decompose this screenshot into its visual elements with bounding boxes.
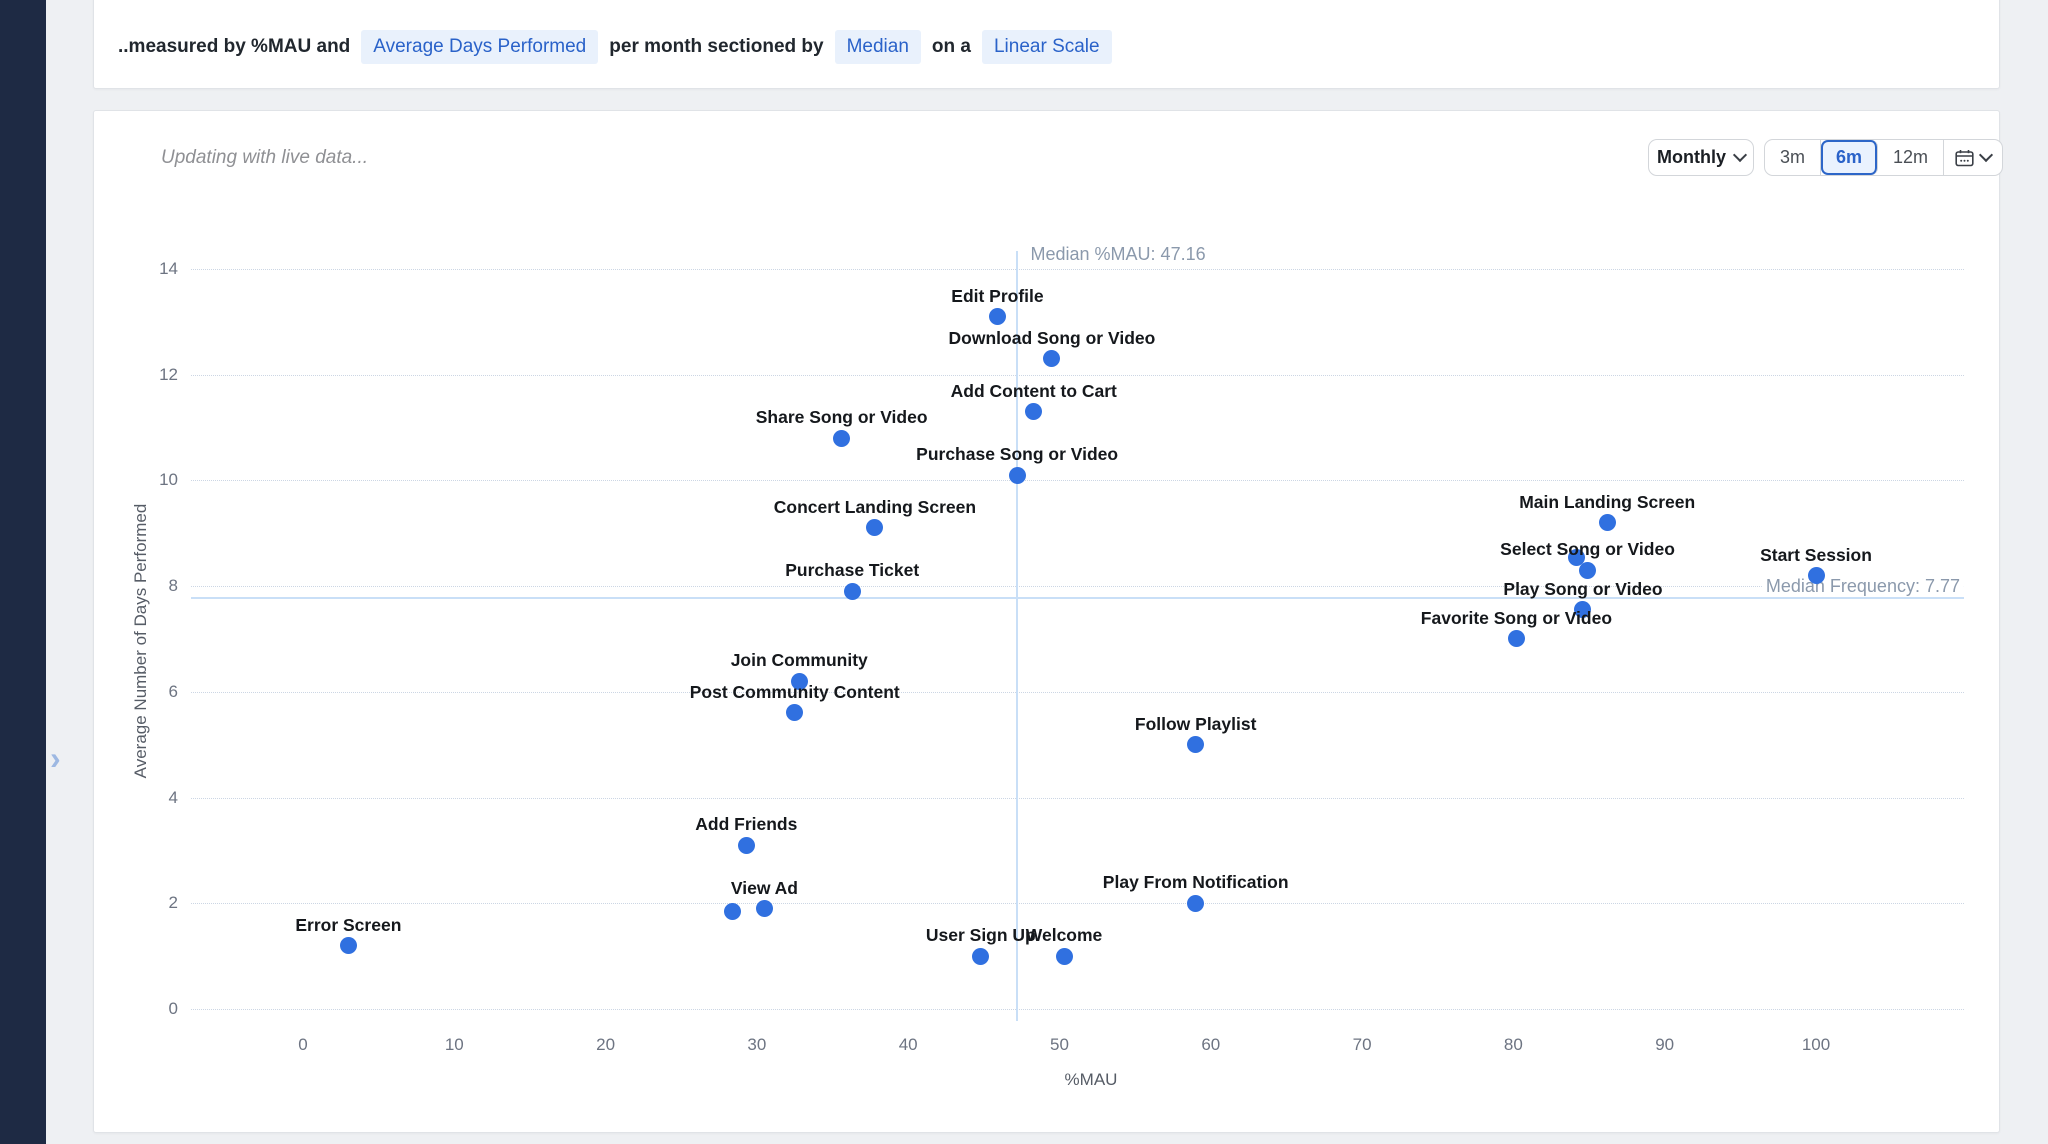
x-tick-label: 50 — [1050, 1035, 1069, 1054]
data-point-label: View Ad — [730, 877, 799, 898]
calendar-icon — [1955, 149, 1974, 166]
x-tick-label: 20 — [596, 1035, 616, 1054]
median-mau-label: Median %MAU: 47.16 — [1030, 244, 1206, 264]
data-point-label: Add Friends — [695, 814, 798, 835]
data-point-label: Share Song or Video — [755, 407, 928, 428]
data-point[interactable] — [1025, 403, 1043, 421]
scatter-plot: Average Number of Days Performed %MAU 0 2… — [94, 111, 2001, 1134]
y-tick-label: 12 — [159, 364, 178, 384]
data-point-label: Follow Playlist — [1134, 713, 1257, 734]
data-point[interactable] — [972, 947, 990, 965]
y-tick-label: 0 — [168, 999, 178, 1018]
data-point-label: Play Song or Video — [1503, 578, 1663, 599]
y-gridline — [191, 1009, 1964, 1010]
query-text: ..measured by %MAU and — [118, 36, 351, 57]
chart-card: Updating with live data... Monthly 3m 6m 1… — [93, 110, 2004, 1134]
data-point[interactable] — [737, 836, 755, 854]
data-point[interactable] — [1579, 561, 1597, 579]
data-point[interactable] — [1055, 947, 1073, 965]
data-point-label: Start Session — [1760, 544, 1872, 565]
median-frequency-line — [191, 597, 1964, 600]
data-point[interactable] — [843, 582, 861, 600]
y-gridline — [191, 374, 1964, 376]
data-point-label: Main Landing Screen — [1519, 491, 1696, 512]
data-point-label: Favorite Song or Video — [1420, 607, 1613, 628]
left-sidebar — [0, 0, 46, 1144]
data-point[interactable] — [833, 429, 851, 447]
data-point-label: Add Content to Cart — [950, 380, 1117, 401]
x-axis-title: %MAU — [1064, 1070, 1118, 1089]
data-point[interactable] — [1574, 601, 1592, 619]
data-point-label: Play From Notification — [1102, 872, 1289, 893]
y-gridline — [191, 480, 1964, 482]
y-tick-label: 14 — [159, 258, 178, 278]
x-tick-label: 30 — [747, 1035, 767, 1054]
data-point-label: Welcome — [1025, 925, 1103, 946]
range-3m-button[interactable]: 3m — [1765, 140, 1822, 175]
data-point[interactable] — [1807, 567, 1825, 585]
data-point[interactable] — [1598, 514, 1616, 532]
granularity-dropdown[interactable]: Monthly — [1648, 139, 1754, 176]
data-point[interactable] — [1507, 630, 1525, 648]
y-gridline — [191, 268, 1964, 270]
y-axis-title: Average Number of Days Performed — [131, 503, 150, 779]
data-point[interactable] — [1187, 736, 1205, 754]
x-tick-label: 70 — [1352, 1035, 1372, 1054]
granularity-label: Monthly — [1657, 147, 1726, 167]
query-text: on a — [931, 36, 971, 57]
data-point-label: Purchase Song or Video — [916, 444, 1119, 465]
y-tick-label: 2 — [168, 893, 178, 913]
data-point[interactable] — [1187, 894, 1205, 912]
x-tick-label: 0 — [298, 1035, 308, 1054]
data-point[interactable] — [866, 519, 884, 537]
query-header-card: ..measured by %MAU and Average Days Perfo… — [93, 0, 2000, 89]
data-point[interactable] — [1568, 548, 1586, 566]
median-mau-line — [1015, 251, 1018, 1021]
data-point-label: Download Song or Video — [948, 327, 1156, 348]
data-point[interactable] — [339, 937, 357, 955]
range-12m-button[interactable]: 12m — [1878, 140, 1945, 175]
data-point[interactable] — [724, 902, 742, 920]
x-tick-label: 100 — [1801, 1035, 1831, 1054]
y-gridline — [191, 903, 1964, 905]
data-point-label: Select Song or Video — [1500, 539, 1675, 560]
x-tick-label: 60 — [1201, 1035, 1221, 1054]
data-point-label: Concert Landing Screen — [773, 496, 977, 517]
y-gridline — [191, 586, 1964, 588]
data-point-label: Join Community — [730, 650, 868, 671]
query-pill[interactable]: Linear Scale — [981, 30, 1112, 64]
data-point[interactable] — [786, 704, 804, 722]
y-tick-label: 6 — [168, 681, 178, 701]
data-point-label: User Sign Up — [925, 925, 1036, 946]
y-tick-label: 8 — [168, 576, 178, 596]
data-point-label: Purchase Ticket — [785, 560, 920, 581]
y-tick-label: 4 — [168, 787, 178, 807]
live-data-status: Updating with live data... — [161, 147, 369, 168]
query-text: per month sectioned by — [609, 36, 824, 57]
data-point[interactable] — [790, 672, 808, 690]
query-pill[interactable]: Average Days Performed — [361, 30, 599, 64]
x-tick-label: 10 — [444, 1035, 464, 1054]
data-point[interactable] — [1043, 350, 1061, 368]
range-6m-button[interactable]: 6m — [1821, 140, 1879, 175]
y-gridline — [191, 797, 1964, 799]
data-point-label: Error Screen — [295, 914, 402, 935]
data-point[interactable] — [1008, 466, 1026, 484]
data-point[interactable] — [755, 900, 773, 918]
data-point[interactable] — [988, 308, 1006, 326]
calendar-range-button[interactable] — [1944, 140, 2002, 175]
x-tick-label: 80 — [1503, 1035, 1523, 1054]
query-pill[interactable]: Median — [834, 30, 921, 64]
y-tick-label: 10 — [159, 470, 178, 490]
sidebar-expand-chevron-icon[interactable]: › — [50, 740, 61, 776]
date-range-group: 3m 6m 12m — [1764, 139, 2004, 176]
query-sentence: ..measured by %MAU and Average Days Perfo… — [118, 5, 1975, 89]
median-frequency-label: Median Frequency: 7.77 — [1761, 576, 1964, 598]
data-point-label: Post Community Content — [689, 681, 900, 702]
data-point-label: Edit Profile — [951, 285, 1044, 306]
y-gridline — [191, 691, 1964, 693]
x-tick-label: 90 — [1655, 1035, 1675, 1054]
x-tick-label: 40 — [898, 1035, 918, 1054]
